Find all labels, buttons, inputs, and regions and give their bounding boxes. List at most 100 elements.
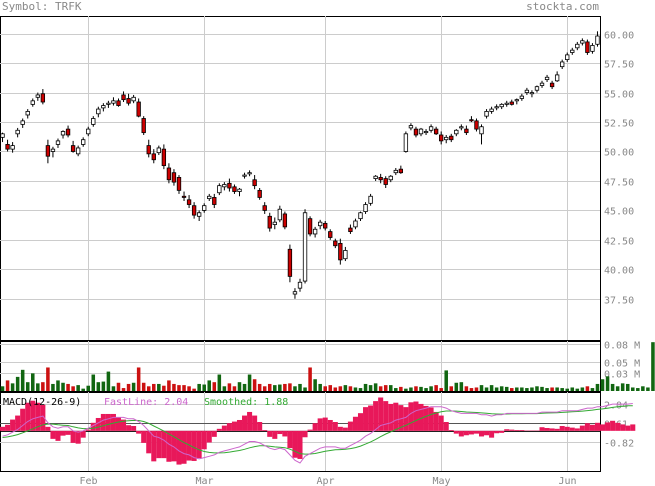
volume-bar xyxy=(580,387,585,391)
macd-histogram-bar xyxy=(252,415,258,431)
candle-body xyxy=(166,167,172,181)
candle-body xyxy=(217,185,222,194)
volume-bar xyxy=(207,380,212,391)
macd-title: MACD(12-26-9) xyxy=(3,397,81,408)
candle-body xyxy=(454,129,459,135)
macd-histogram-bar xyxy=(287,430,293,449)
volume-bar xyxy=(399,386,403,391)
volume-bar xyxy=(338,386,343,391)
macd-histogram-bar xyxy=(15,415,21,431)
candle-body xyxy=(479,126,484,135)
price-tick-label: 45.00 xyxy=(604,207,634,218)
macd-histogram-bar xyxy=(388,403,394,431)
macd-histogram-bar xyxy=(65,430,71,435)
volume-bar xyxy=(646,387,650,391)
macd-histogram-bar xyxy=(600,424,606,431)
macd-histogram-bar xyxy=(413,401,419,431)
candle-body xyxy=(504,102,509,105)
macd-histogram-bar xyxy=(322,417,328,431)
candle-body xyxy=(171,172,177,183)
volume-bar xyxy=(91,374,96,391)
macd-histogram-bar xyxy=(25,402,31,431)
candle-body xyxy=(186,199,192,205)
volume-bar xyxy=(131,382,136,391)
candle-body xyxy=(323,222,328,229)
candle-body xyxy=(398,168,404,174)
volume-bar xyxy=(409,387,413,391)
volume-bar xyxy=(141,382,146,391)
volume-bar xyxy=(610,383,615,391)
candle-body xyxy=(126,98,131,104)
candle-body xyxy=(101,105,106,109)
volume-bar xyxy=(167,380,171,391)
volume-bar xyxy=(51,383,55,391)
macd-histogram-bar xyxy=(166,430,172,462)
macd-smooth-label: Smoothed: 1.88 xyxy=(204,397,288,408)
volume-bar xyxy=(605,376,610,391)
price-tick-label: 60.00 xyxy=(604,31,634,42)
x-tick-label: Mar xyxy=(195,476,213,486)
macd-histogram-bar xyxy=(5,424,11,431)
macd-histogram-bar xyxy=(100,413,106,431)
macd-histogram-bar xyxy=(267,430,273,437)
candle-body xyxy=(368,195,373,204)
candle-body xyxy=(590,45,595,52)
macd-histogram-bar xyxy=(630,424,636,431)
candle-body xyxy=(151,153,156,161)
candle-body xyxy=(307,218,313,235)
candle-body xyxy=(565,54,570,60)
candle-body xyxy=(45,145,51,157)
volume-bar xyxy=(283,383,287,391)
volume-bar xyxy=(25,382,30,391)
macd-histogram-bar xyxy=(115,417,122,431)
macd-histogram-bar xyxy=(393,402,399,431)
candle-body xyxy=(30,100,35,105)
volume-bar xyxy=(343,385,348,391)
volume-bar xyxy=(182,385,186,391)
volume-bar xyxy=(625,383,630,391)
volume-bar xyxy=(101,381,106,391)
volume-bar xyxy=(479,385,484,391)
macd-histogram-bar xyxy=(332,421,338,431)
volume-bar xyxy=(116,382,121,391)
candle-body xyxy=(272,221,277,225)
volume-bar xyxy=(96,382,101,391)
volume-bar xyxy=(560,388,564,391)
macd-histogram-bar xyxy=(337,426,343,431)
volume-bar xyxy=(273,385,277,391)
macd-histogram-bar xyxy=(20,408,26,431)
candle-body xyxy=(474,120,479,130)
macd-histogram-bar xyxy=(574,428,580,431)
macd-histogram-bar xyxy=(242,415,248,431)
candle-body xyxy=(15,129,20,135)
volume-bar xyxy=(177,385,181,391)
macd-fast-label: FastLine: 2.04 xyxy=(104,397,188,408)
macd-histogram-bar xyxy=(171,430,177,462)
volume-tick-label: 0.03 M xyxy=(604,370,640,381)
macd-histogram-bar xyxy=(544,428,550,431)
macd-histogram-bar xyxy=(468,430,474,435)
candle-body xyxy=(595,35,600,45)
site-name[interactable]: stockta.com xyxy=(526,0,599,13)
candle-body xyxy=(312,228,318,235)
volume-bar xyxy=(288,383,292,391)
volume-bar xyxy=(81,388,85,391)
candle-body xyxy=(257,189,262,198)
volume-bar xyxy=(328,385,333,391)
volume-bar xyxy=(404,388,408,391)
macd-histogram-bar xyxy=(161,430,167,459)
macd-histogram-bar xyxy=(579,425,585,431)
price-tick-label: 57.50 xyxy=(604,60,634,71)
macd-histogram-bar xyxy=(484,430,490,436)
macd-histogram-bar xyxy=(499,430,505,433)
macd-tick-label: -0.82 xyxy=(604,439,634,450)
candle-body xyxy=(202,205,207,211)
volume-bar xyxy=(464,386,469,391)
macd-histogram-bar xyxy=(448,430,454,431)
candle-body xyxy=(212,197,217,205)
macd-histogram-bar xyxy=(539,427,545,431)
macd-histogram-bar xyxy=(231,421,237,431)
price-tick-label: 52.50 xyxy=(604,119,634,130)
candle-body xyxy=(338,242,343,261)
